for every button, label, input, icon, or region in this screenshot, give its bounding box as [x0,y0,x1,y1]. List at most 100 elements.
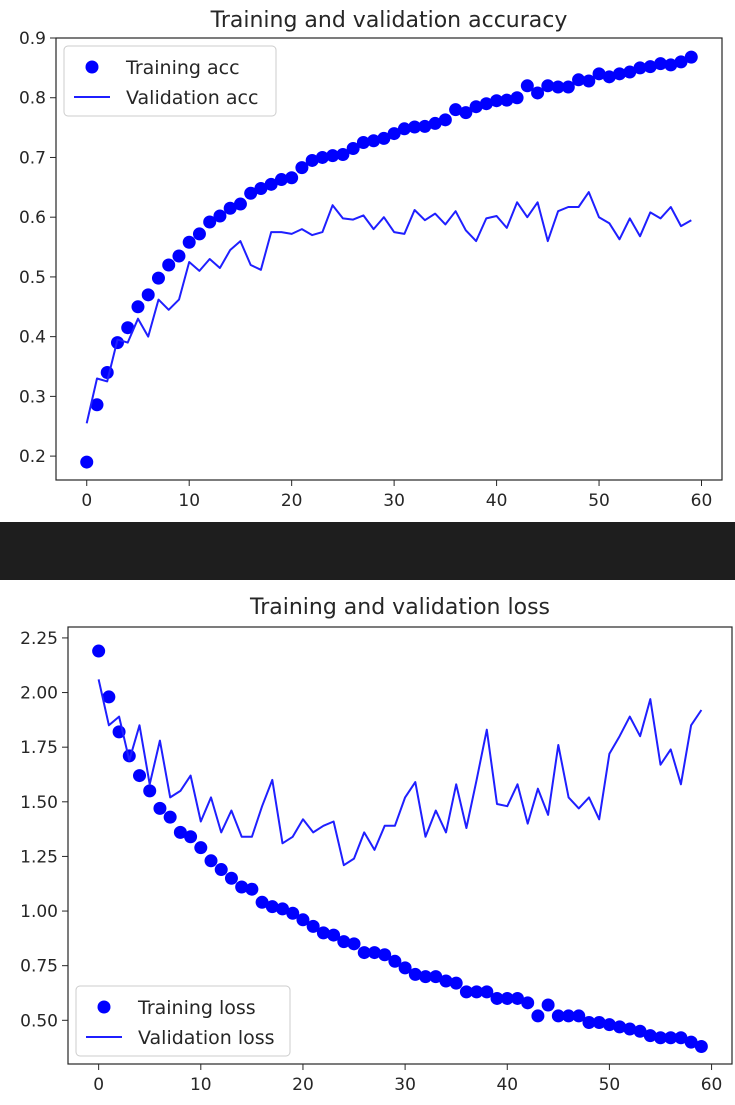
loss-data-point [316,926,330,940]
accuracy-chart: Training and validation accuracy 0 10 20 30 4… [19,8,723,511]
loss-data-point [255,895,269,909]
loss-data-point [327,928,341,942]
loss-data-point [521,996,535,1010]
loss-data-point [276,902,290,916]
loss-data-point [653,1031,667,1045]
acc-y-tick-label: 0.7 [19,148,46,168]
acc-data-point [633,61,647,75]
loss-x-tick-label: 60 [701,1075,723,1095]
loss-data-point [398,961,412,975]
loss-x-tick-label: 20 [292,1075,314,1095]
acc-legend-box [63,45,277,117]
loss-y-tick-label: 1.50 [20,793,58,813]
acc-data-point [254,182,268,196]
acc-data-point [490,94,504,108]
loss-y-tick-label: 0.50 [20,1011,58,1031]
acc-data-point [80,455,94,469]
acc-data-point [141,288,155,302]
acc-data-point [346,142,360,155]
acc-data-point [510,91,524,105]
loss-x-tick-label: 50 [599,1075,621,1095]
acc-data-point [643,60,657,74]
acc-y-tick-label: 0.6 [19,208,46,228]
loss-data-point [429,970,443,984]
loss-data-point [664,1031,678,1045]
loss-legend: Training loss Validation loss [75,985,291,1057]
acc-x-tick-label: 0 [81,491,92,511]
acc-data-point [182,235,196,249]
loss-x-tick-label: 0 [93,1075,104,1095]
loss-axes-frame [67,626,733,1065]
acc-data-point [172,249,186,263]
acc-data-point [326,149,340,163]
acc-legend-label: Training acc [125,57,240,79]
loss-data-point [592,1015,606,1029]
acc-data-point [592,67,606,81]
loss-data-point [531,1009,545,1023]
acc-legend-label: Validation acc [126,87,258,109]
acc-data-point [572,73,586,87]
loss-data-point [367,946,381,960]
acc-data-point [377,131,391,145]
acc-data-point [151,271,165,285]
acc-x-tick-label: 60 [691,491,713,511]
acc-data-point [315,150,329,164]
loss-data-point [378,948,392,962]
acc-data-point [305,153,319,167]
loss-data-point [439,974,453,988]
acc-x-tick-label: 30 [383,491,405,511]
acc-data-point [418,119,432,133]
acc-data-point [233,197,247,211]
acc-x-tick-label: 10 [178,491,200,511]
loss-data-point [296,913,310,927]
loss-data-point [459,985,473,999]
acc-data-point [551,80,565,94]
acc-data-point [664,58,678,72]
loss-data-point [265,900,279,914]
acc-data-point [356,136,370,150]
loss-data-point [613,1020,627,1034]
acc-data-point [408,120,422,134]
loss-series-line-1 [97,679,703,867]
chart-divider [0,522,735,580]
loss-data-point [408,967,422,981]
acc-y-tick-label: 0.3 [19,387,46,407]
acc-x-tick-label: 50 [588,491,610,511]
acc-data-point [479,97,493,111]
loss-data-point [337,935,351,949]
loss-data-point [541,998,555,1012]
loss-x-tick-label: 10 [190,1075,212,1095]
loss-data-point [582,1015,596,1029]
loss-data-point [347,937,361,951]
acc-data-point [500,93,514,107]
acc-data-point [582,74,596,88]
acc-y-tick-label: 0.2 [19,447,46,467]
loss-data-point [306,919,320,933]
acc-data-point [90,398,104,412]
acc-data-point [469,100,483,114]
loss-legend-label: Validation loss [138,1027,275,1049]
acc-data-point [613,67,627,81]
loss-data-point [235,880,249,894]
loss-data-point [92,644,106,658]
acc-data-point [531,86,545,100]
loss-data-point [194,841,208,855]
acc-data-point [387,127,401,141]
acc-data-point [520,79,534,93]
loss-data-point [643,1029,657,1043]
acc-data-point [561,80,575,94]
acc-series-line-1 [85,191,692,424]
acc-data-point [223,201,237,215]
loss-data-point [419,970,433,984]
acc-data-point [192,227,206,241]
loss-data-point [510,991,524,1005]
acc-y-tick-label: 0.5 [19,268,46,288]
loss-data-point [684,1035,698,1049]
acc-data-point [438,113,452,127]
loss-y-tick-label: 2.00 [20,684,58,704]
loss-y-tick-label: 0.75 [20,957,58,977]
acc-data-point [449,103,463,117]
acc-legend: Training acc Validation acc [63,45,277,117]
acc-data-point [244,186,258,200]
